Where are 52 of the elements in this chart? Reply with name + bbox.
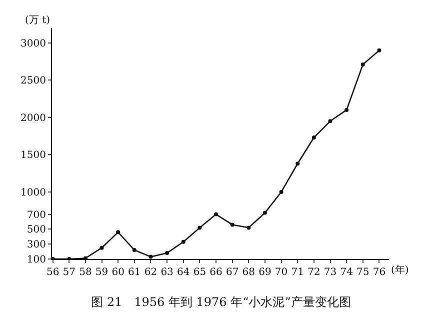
point xyxy=(328,119,332,124)
x-tick-label: 67 xyxy=(226,267,239,278)
point xyxy=(198,226,202,230)
point xyxy=(296,162,300,166)
point xyxy=(83,256,88,259)
x-tick-label: 70 xyxy=(274,267,288,278)
x-tick-label: 62 xyxy=(144,267,158,278)
point xyxy=(377,48,382,52)
x-tick-label: 76 xyxy=(372,267,386,278)
y-tick-label: 300 xyxy=(26,240,46,251)
x-tick-label: 75 xyxy=(356,267,370,278)
point xyxy=(360,62,365,67)
x-tick-label: 69 xyxy=(258,267,272,278)
x-tick-label: 73 xyxy=(324,267,337,278)
point xyxy=(246,226,251,230)
x-tick-label: 56 xyxy=(46,267,60,278)
point xyxy=(181,240,186,244)
x-tick-label: 65 xyxy=(193,267,206,278)
y-tick-label: 700 xyxy=(26,210,46,221)
point xyxy=(312,136,316,140)
point xyxy=(148,254,153,259)
x-tick-label: 57 xyxy=(62,267,76,278)
point xyxy=(116,230,120,234)
x-tick-label: 68 xyxy=(242,267,256,278)
y-tick-label: 500 xyxy=(26,224,46,236)
y-tick-label: 2500 xyxy=(20,76,46,87)
point xyxy=(132,248,136,252)
text: 图 21 1956 年到 1976 年“小水泥”产量变化图 xyxy=(91,295,351,309)
x-tick-label: 71 xyxy=(291,267,304,278)
x-tick-label: 58 xyxy=(79,267,92,278)
x-tick-label: 74 xyxy=(340,267,353,278)
y-tick-label: 3000 xyxy=(20,38,46,50)
x-tick-label: 64 xyxy=(177,267,190,278)
x-tick-label: 72 xyxy=(308,267,320,278)
point xyxy=(100,246,104,250)
point xyxy=(344,108,349,112)
y-tick-label: 1500 xyxy=(20,150,46,162)
x-tick-label: 66 xyxy=(210,267,222,278)
x-tick-label: 60 xyxy=(112,267,124,278)
x-tick-label: 59 xyxy=(95,267,108,278)
x-tick-label: 63 xyxy=(160,267,174,278)
y-axis-title: (万 t) xyxy=(25,15,50,26)
point xyxy=(230,222,234,227)
y-tick-label: 2000 xyxy=(20,112,46,124)
y-tick-label: 1000 xyxy=(20,187,46,198)
point xyxy=(214,212,218,216)
x-tick-label: 61 xyxy=(128,267,141,278)
y-tick-label: 100 xyxy=(26,254,46,266)
point xyxy=(165,251,170,256)
point xyxy=(262,210,267,215)
x-axis-title: (年) xyxy=(391,264,409,276)
point xyxy=(279,190,284,194)
